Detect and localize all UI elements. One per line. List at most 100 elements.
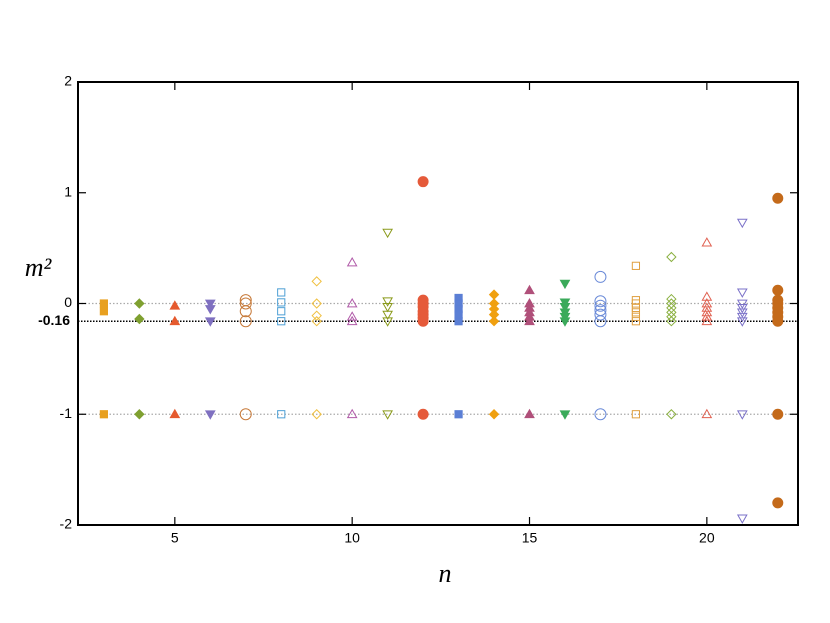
data-point	[736, 288, 748, 298]
data-point	[559, 302, 571, 313]
y-axis-label: m²	[25, 253, 53, 282]
data-point	[631, 303, 641, 313]
data-point	[559, 410, 571, 420]
data-point	[134, 298, 145, 309]
data-point	[239, 305, 252, 318]
data-point	[666, 251, 677, 263]
data-point	[631, 317, 641, 326]
data-point	[311, 316, 322, 327]
data-point	[631, 312, 641, 321]
plot-frame	[77, 81, 799, 526]
data-point	[631, 308, 641, 317]
data-point	[736, 317, 748, 327]
data-point	[736, 514, 748, 524]
data-point	[594, 308, 607, 321]
data-point	[631, 261, 641, 270]
data-point	[277, 410, 286, 419]
y-tick-label: 1	[64, 183, 72, 199]
data-point	[417, 176, 429, 188]
data-point	[594, 270, 607, 283]
x-tick-label: 15	[522, 530, 538, 546]
x-axis-label: n	[439, 559, 452, 588]
data-point	[169, 408, 181, 419]
data-point	[134, 313, 145, 325]
data-point	[311, 298, 322, 309]
x-tick-label: 5	[171, 530, 179, 546]
data-point	[454, 410, 463, 419]
data-point	[594, 315, 607, 328]
data-point	[277, 307, 286, 316]
data-point	[204, 317, 216, 327]
data-point	[239, 315, 252, 328]
data-point	[99, 299, 108, 308]
data-point	[594, 299, 607, 312]
data-point	[346, 311, 358, 321]
data-point	[631, 299, 641, 308]
data-point	[346, 315, 358, 326]
data-point	[488, 289, 500, 300]
data-point	[346, 408, 358, 419]
data-point	[631, 410, 641, 419]
data-point	[701, 311, 713, 321]
data-point	[454, 317, 463, 326]
data-point	[277, 317, 286, 326]
data-point	[701, 237, 713, 247]
y-tick-label: -1	[60, 405, 73, 421]
data-point	[346, 257, 358, 267]
data-point	[204, 410, 216, 420]
data-point	[204, 305, 216, 315]
data-point	[382, 410, 393, 420]
data-point	[382, 228, 393, 239]
data-point	[99, 307, 108, 316]
x-tick-label: 20	[699, 530, 715, 546]
data-point	[559, 279, 571, 290]
data-point	[666, 409, 677, 420]
y-tick-label: -2	[60, 516, 73, 532]
data-point	[666, 316, 677, 327]
y-tick-label: 0	[64, 294, 72, 310]
data-point	[772, 192, 784, 204]
data-point	[524, 284, 535, 295]
data-point	[454, 310, 463, 319]
data-point	[701, 408, 713, 419]
data-point	[772, 284, 784, 296]
data-point	[311, 310, 322, 321]
data-point	[488, 409, 500, 420]
data-point	[772, 315, 784, 327]
data-point	[277, 298, 286, 307]
data-point	[524, 408, 535, 419]
data-point	[736, 410, 748, 420]
data-point	[239, 408, 252, 421]
reference-label: -0.16	[38, 312, 70, 328]
data-point	[239, 297, 252, 310]
data-point	[559, 317, 571, 327]
x-tick-label: 10	[344, 530, 360, 546]
data-point	[417, 408, 429, 420]
data-point	[311, 409, 322, 420]
data-point	[382, 310, 393, 321]
data-point	[99, 410, 108, 419]
data-point	[417, 315, 429, 327]
data-point	[382, 297, 393, 307]
data-point	[701, 315, 713, 326]
data-point	[488, 316, 500, 327]
data-point	[772, 497, 784, 509]
data-point	[169, 315, 181, 326]
data-point	[204, 299, 216, 310]
data-point	[382, 317, 393, 327]
data-point	[134, 409, 145, 420]
y-tick-label: 2	[64, 73, 72, 89]
data-point	[311, 276, 322, 287]
data-point	[277, 288, 286, 297]
data-point	[666, 311, 677, 322]
data-point	[382, 302, 393, 313]
data-point	[346, 297, 358, 308]
data-point	[594, 295, 607, 308]
data-point	[594, 408, 607, 421]
data-point	[772, 408, 784, 420]
data-point	[701, 291, 713, 301]
data-point	[524, 315, 535, 326]
data-point	[169, 300, 181, 310]
data-point	[736, 218, 748, 229]
